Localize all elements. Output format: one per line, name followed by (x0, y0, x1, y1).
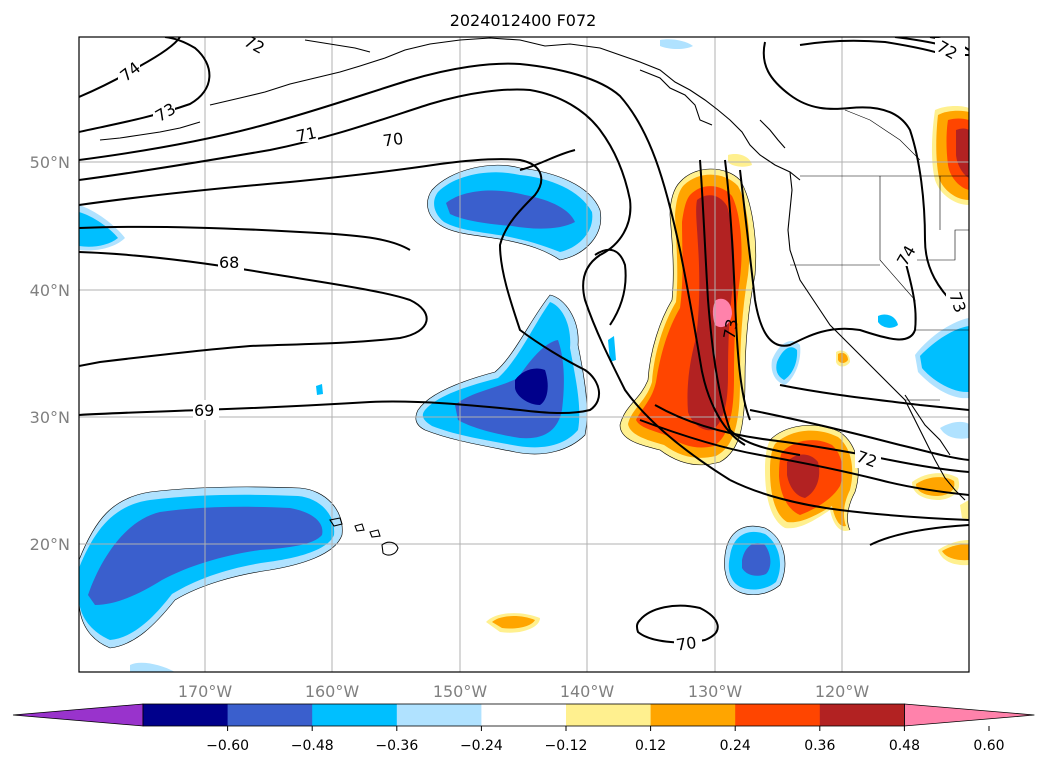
colorbar-tick-label: −0.48 (291, 738, 334, 754)
map-frame (78, 36, 970, 673)
positive-anomaly-shading (486, 105, 969, 633)
colorbar: −0.60 −0.48 −0.36 −0.24 −0.12 0.12 0.24 0.36 0.4… (12, 703, 1035, 754)
lat-label-40n: 40°N (30, 281, 70, 300)
lon-label-130w: 130°W (688, 682, 743, 701)
colorbar-segment (481, 704, 567, 726)
contour-label-69: 69 (194, 401, 214, 420)
map-area: 74 72 73 71 70 68 69 73 74 73 72 70 72 (79, 37, 970, 672)
colorbar-extend-max (904, 703, 1035, 727)
colorbar-tick-label: 0.12 (635, 738, 666, 754)
colorbar-tick-label: −0.60 (206, 738, 249, 754)
contour-label-73-c: 73 (720, 317, 742, 340)
colorbar-tick-label: 0.60 (973, 738, 1004, 754)
lon-label-140w: 140°W (560, 682, 615, 701)
colorbar-segment (312, 704, 398, 726)
colorbar-segment (819, 704, 905, 726)
contour-label-71: 71 (294, 123, 318, 146)
contour-labels: 74 72 73 71 70 68 69 73 74 73 72 70 72 (116, 37, 970, 655)
contour-label-68: 68 (219, 253, 239, 272)
latitude-labels: 50°N 40°N 30°N 20°N (30, 153, 70, 554)
shading-outlines (79, 164, 859, 649)
colorbar-segment (650, 704, 736, 726)
lat-label-20n: 20°N (30, 535, 70, 554)
colorbar-segment (566, 704, 652, 726)
lon-label-120w: 120°W (815, 682, 870, 701)
contour-label-73-e: 73 (945, 290, 970, 316)
longitude-labels: 170°W 160°W 150°W 140°W 130°W 120°W (178, 682, 870, 701)
colorbar-tick-label: −0.12 (545, 738, 588, 754)
colorbar-segment (396, 704, 482, 726)
colorbar-extend-min (12, 703, 144, 727)
lon-label-150w: 150°W (433, 682, 488, 701)
borders (790, 109, 969, 401)
colorbar-segment (735, 704, 821, 726)
lon-label-160w: 160°W (305, 682, 360, 701)
colorbar-frame (142, 703, 905, 727)
contour-label-70-n: 70 (382, 129, 405, 151)
map-title: 2024012400 F072 (450, 11, 597, 30)
lat-label-50n: 50°N (30, 153, 70, 172)
colorbar-tick-label: 0.48 (889, 738, 920, 754)
graticule (79, 37, 969, 672)
lon-label-170w: 170°W (178, 682, 233, 701)
lat-label-30n: 30°N (30, 408, 70, 427)
contour-label-70-s: 70 (675, 633, 698, 655)
colorbar-tick-label: −0.24 (460, 738, 503, 754)
negative-anomaly-shading (79, 39, 969, 672)
colorbar-tick-label: 0.36 (804, 738, 835, 754)
colorbar-tick-label: −0.36 (375, 738, 418, 754)
colorbar-segment (143, 704, 229, 726)
colorbar-tick-label: 0.24 (720, 738, 751, 754)
height-contours (79, 37, 969, 644)
colorbar-segment (227, 704, 313, 726)
